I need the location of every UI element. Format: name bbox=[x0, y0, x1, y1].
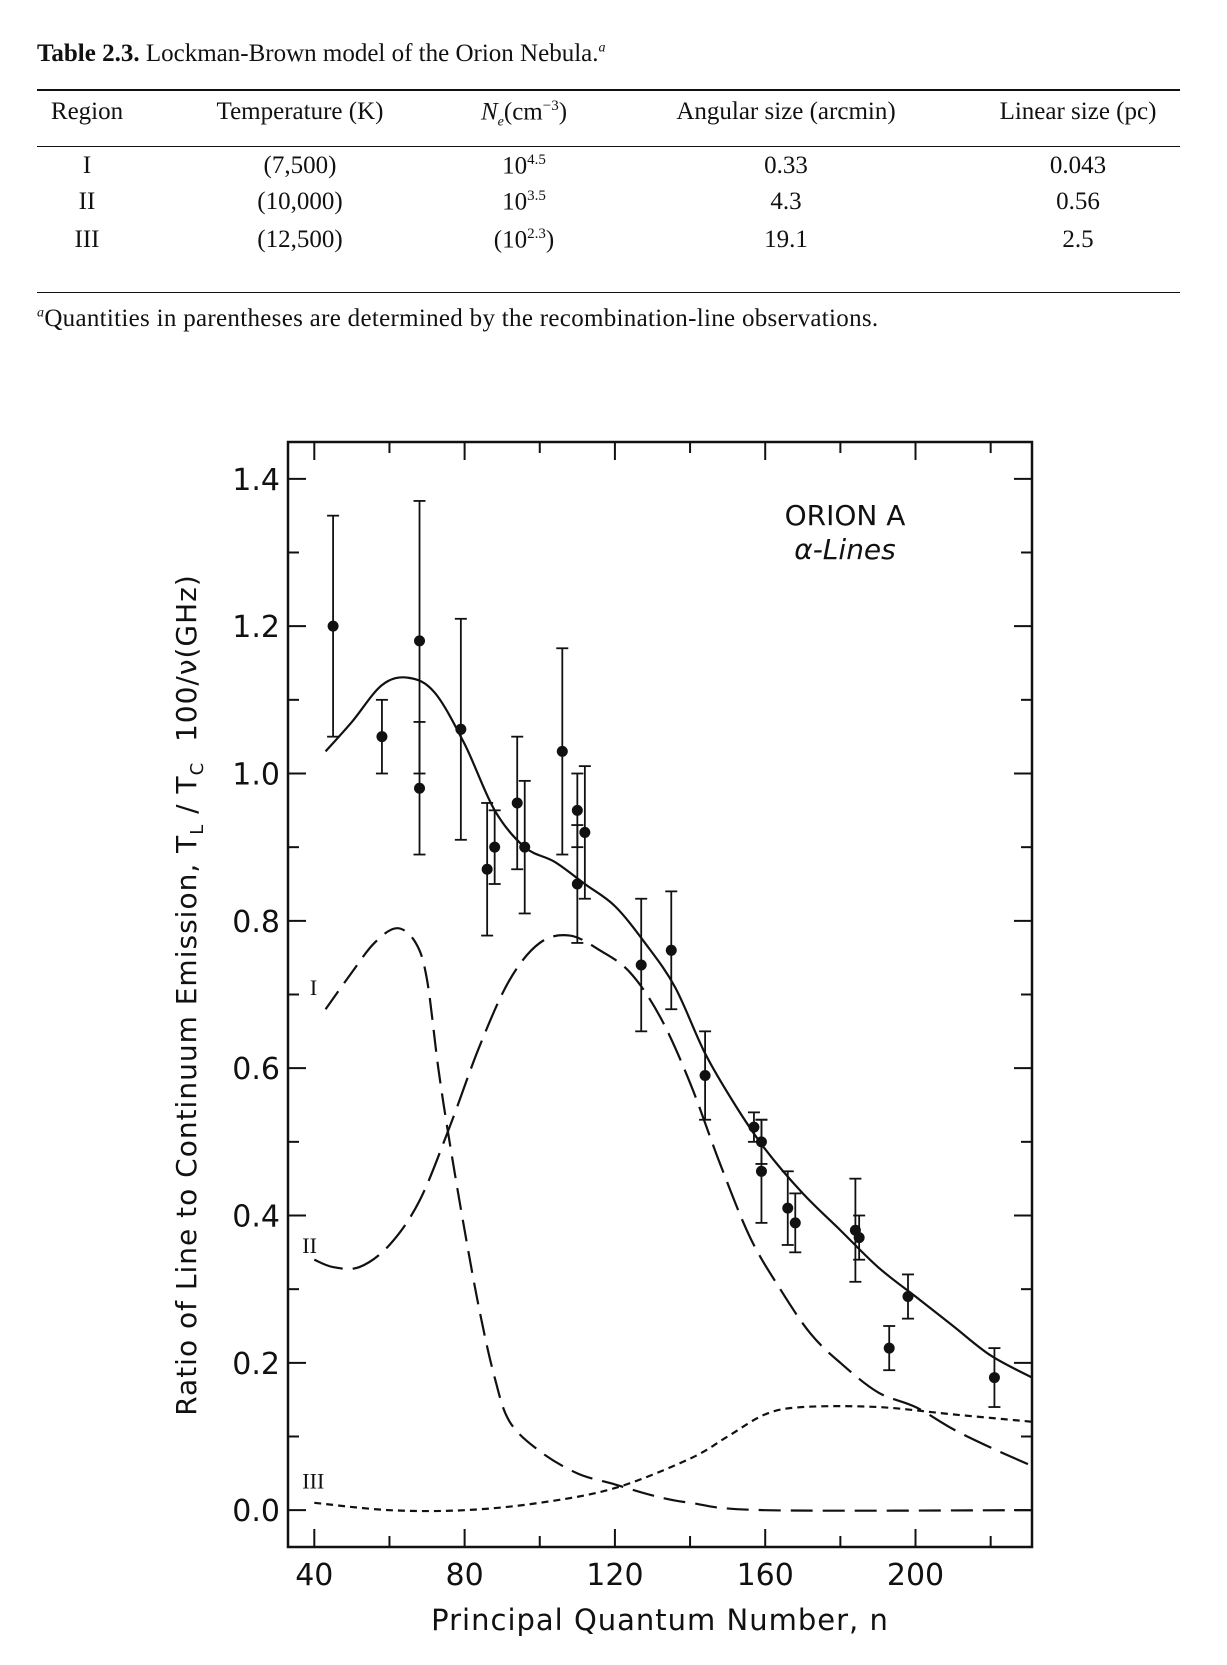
x-tick-label: 80 bbox=[446, 1558, 484, 1593]
cell-region: III bbox=[74, 226, 100, 253]
annotation-subtitle: α-Lines bbox=[794, 533, 896, 566]
ne-unit-close: ) bbox=[558, 98, 568, 126]
cell-temperature: (7,500) bbox=[263, 152, 337, 179]
cell-ne: 104.5 bbox=[502, 152, 546, 180]
cell-region: II bbox=[78, 188, 96, 215]
data-point bbox=[782, 1202, 794, 1214]
data-point bbox=[376, 731, 388, 743]
data-point bbox=[414, 782, 426, 794]
x-tick-label: 40 bbox=[295, 1558, 333, 1593]
data-point bbox=[455, 723, 467, 735]
series-label-III: III bbox=[302, 1469, 324, 1494]
data-point bbox=[579, 826, 591, 838]
cell-linear: 0.56 bbox=[1056, 188, 1100, 215]
cell-ne-ne_post: ) bbox=[545, 226, 555, 254]
data-point bbox=[571, 804, 583, 816]
y-tick-label: 0.2 bbox=[232, 1347, 280, 1382]
data-point bbox=[988, 1372, 1000, 1384]
data-point bbox=[665, 944, 677, 956]
cell-ne-ne_pre: ( bbox=[493, 226, 503, 254]
table-bottom-rule bbox=[37, 292, 1180, 293]
cell-ne-ne_base: 10 bbox=[502, 226, 528, 254]
data-point bbox=[327, 620, 339, 632]
curve-II bbox=[313, 934, 1033, 1467]
cell-temperature: (12,500) bbox=[257, 226, 343, 253]
data-point bbox=[902, 1291, 914, 1303]
header-region: Region bbox=[50, 98, 124, 125]
data-point bbox=[571, 878, 583, 890]
cell-region: I bbox=[82, 152, 92, 179]
cell-linear: 2.5 bbox=[1062, 226, 1094, 253]
cell-ne: 103.5 bbox=[502, 188, 546, 216]
data-point bbox=[511, 797, 523, 809]
data-point bbox=[556, 745, 568, 757]
annotation-title: ORION A bbox=[785, 499, 906, 532]
data-point bbox=[635, 959, 647, 971]
curve-III bbox=[314, 1405, 1033, 1513]
data-point bbox=[519, 841, 531, 853]
series-label-I: I bbox=[310, 975, 317, 1000]
cell-angular: 4.3 bbox=[770, 188, 802, 215]
cell-ne-ne_base: 10 bbox=[502, 152, 528, 180]
data-point bbox=[789, 1217, 801, 1229]
footnote-text: Quantities in parentheses are determined… bbox=[44, 305, 879, 332]
cell-ne-ne_exp: 2.3 bbox=[527, 226, 546, 242]
ne-subscript: e bbox=[497, 114, 504, 130]
cell-ne: (102.3) bbox=[494, 226, 554, 254]
y-tick-label: 1.0 bbox=[232, 758, 280, 793]
x-tick-label: 120 bbox=[586, 1558, 643, 1593]
table-footnote: aQuantities in parentheses are determine… bbox=[37, 305, 878, 333]
data-point bbox=[481, 863, 493, 875]
y-tick-label: 0.4 bbox=[232, 1200, 280, 1235]
data-point bbox=[883, 1342, 895, 1354]
cell-ne-ne_base: 10 bbox=[502, 188, 528, 216]
x-tick-label: 160 bbox=[737, 1558, 794, 1593]
ne-unit: (cm bbox=[503, 98, 543, 126]
y-tick-label: 0.6 bbox=[232, 1052, 280, 1087]
cell-ne-ne_exp: 3.5 bbox=[527, 188, 546, 204]
data-point bbox=[748, 1121, 760, 1133]
table-title: Lockman-Brown model of the Orion Nebula. bbox=[145, 40, 599, 67]
data-point bbox=[699, 1070, 711, 1082]
y-tick-label: 0.0 bbox=[232, 1494, 280, 1529]
cell-temperature: (10,000) bbox=[257, 188, 343, 215]
data-point bbox=[853, 1232, 865, 1244]
y-tick-label: 1.4 bbox=[232, 463, 280, 498]
x-tick-label: 200 bbox=[887, 1558, 944, 1593]
table-header-rule bbox=[37, 146, 1180, 147]
y-tick-label: 0.8 bbox=[232, 905, 280, 940]
curve-total bbox=[324, 676, 1033, 1379]
y-axis-label: Ratio of Line to Continuum Emission, TL … bbox=[170, 574, 208, 1416]
cell-linear: 0.043 bbox=[1049, 152, 1107, 179]
data-point bbox=[414, 635, 426, 647]
header-linear-size: Linear size (pc) bbox=[999, 98, 1157, 125]
table-top-rule bbox=[37, 89, 1180, 91]
footnote-mark: a bbox=[37, 305, 45, 321]
data-point bbox=[489, 841, 501, 853]
cell-angular: 0.33 bbox=[764, 152, 808, 179]
data-point bbox=[755, 1165, 767, 1177]
ne-symbol: N bbox=[480, 98, 498, 126]
cell-angular: 19.1 bbox=[764, 226, 808, 253]
series-label-II: II bbox=[302, 1233, 317, 1258]
header-temperature: Temperature (K) bbox=[216, 98, 384, 125]
cell-ne-ne_exp: 4.5 bbox=[527, 152, 546, 168]
curve-I bbox=[324, 927, 1033, 1512]
footnote-mark: a bbox=[598, 40, 606, 56]
plot-frame bbox=[286, 440, 1034, 1549]
y-tick-label: 1.2 bbox=[232, 610, 280, 645]
ne-unit-exp: −3 bbox=[542, 98, 559, 114]
table-caption: Table 2.3. Lockman-Brown model of the Or… bbox=[37, 40, 606, 68]
x-axis-label: Principal Quantum Number, n bbox=[431, 1603, 889, 1637]
table-label: Table 2.3. bbox=[37, 40, 140, 67]
header-angular-size: Angular size (arcmin) bbox=[676, 98, 896, 125]
header-ne: Ne(cm−3) bbox=[481, 98, 567, 130]
